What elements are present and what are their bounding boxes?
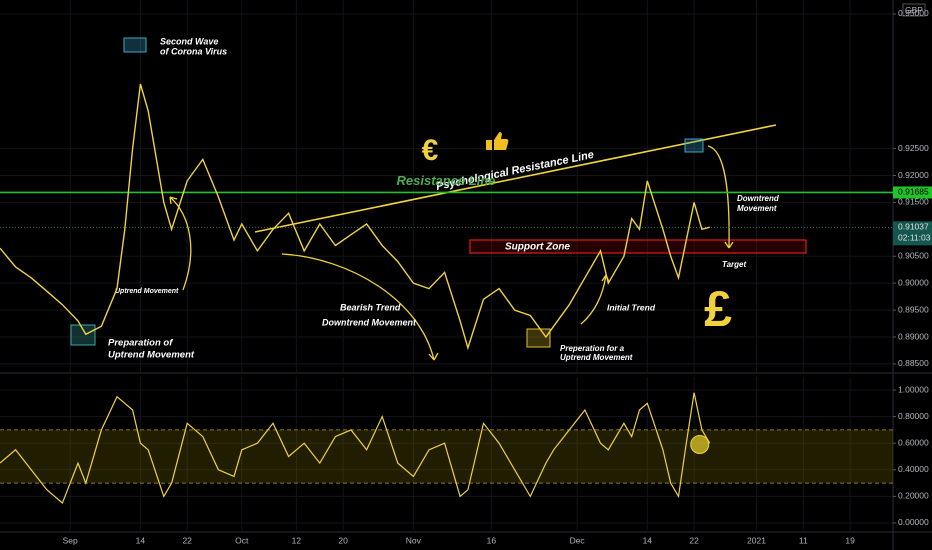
annotation: Initial Trend bbox=[607, 302, 656, 312]
x-tick-label: Dec bbox=[570, 535, 586, 545]
annotation: Preperation for a bbox=[560, 344, 625, 353]
y-tick-label: 1.00000 bbox=[898, 384, 929, 394]
annotation: of Corona Virus bbox=[160, 46, 227, 56]
target-arrow bbox=[707, 145, 734, 249]
resistance-price: 0.91685 bbox=[898, 187, 929, 197]
y-tick-label: 0.60000 bbox=[898, 437, 929, 447]
y-tick-label: 0.00000 bbox=[898, 517, 929, 527]
euro-sign: € bbox=[422, 134, 439, 167]
uptrend-arrow bbox=[169, 196, 192, 291]
y-tick-label: 0.90000 bbox=[898, 277, 929, 287]
y-tick-label: 0.92500 bbox=[898, 143, 929, 153]
x-tick-label: 11 bbox=[799, 535, 808, 545]
y-tick-label: 0.89500 bbox=[898, 304, 929, 314]
annotation: Downtrend Movement bbox=[322, 317, 417, 327]
y-tick-label: 0.95000 bbox=[898, 8, 929, 18]
thumbs-up-icon bbox=[486, 132, 509, 150]
annotation: Second Wave bbox=[160, 36, 218, 46]
annotation: Bearish Trend bbox=[340, 302, 401, 312]
trend-line bbox=[254, 124, 777, 233]
y-tick-label: 0.92000 bbox=[898, 170, 929, 180]
y-tick-label: 0.20000 bbox=[898, 491, 929, 501]
x-tick-label: 14 bbox=[136, 535, 146, 545]
annotation: Uptrend Movement bbox=[560, 353, 633, 362]
top-box bbox=[684, 138, 704, 153]
currency: GBP bbox=[905, 5, 923, 15]
y-tick-label: 0.88500 bbox=[898, 358, 929, 368]
grid bbox=[0, 0, 893, 530]
oscillator-line bbox=[0, 392, 711, 505]
x-tick-label: 14 bbox=[643, 535, 653, 545]
x-tick-label: 19 bbox=[845, 535, 855, 545]
x-tick-label: 2021 bbox=[747, 535, 766, 545]
y-tick-label: 0.40000 bbox=[898, 464, 929, 474]
resistance-label: Resistance Line bbox=[397, 173, 496, 188]
x-tick-label: Nov bbox=[406, 535, 422, 545]
x-tick-label: 12 bbox=[292, 535, 302, 545]
y-tick-label: 0.91500 bbox=[898, 197, 929, 207]
annotation: Uptrend Movement bbox=[115, 288, 179, 295]
x-tick-label: Sep bbox=[63, 535, 78, 545]
oscillator-marker bbox=[690, 435, 710, 455]
annotation: Target bbox=[722, 260, 746, 269]
price-line bbox=[0, 83, 710, 351]
support-zone-box bbox=[469, 239, 807, 254]
resistance-price-box bbox=[893, 186, 932, 199]
low-box-2 bbox=[526, 328, 551, 348]
y-tick-label: 0.89000 bbox=[898, 331, 929, 341]
x-tick-label: 16 bbox=[487, 535, 497, 545]
x-tick-label: 22 bbox=[689, 535, 699, 545]
annotation: Downtrend bbox=[737, 194, 780, 203]
oscillator-band bbox=[0, 429, 893, 484]
annotation: Support Zone bbox=[505, 242, 570, 253]
last-price: 0.91037 bbox=[898, 222, 929, 232]
countdown: 02:11:03 bbox=[898, 233, 931, 243]
x-tick-label: Oct bbox=[235, 535, 249, 545]
y-tick-label: 0.90500 bbox=[898, 251, 929, 261]
peak-box bbox=[123, 37, 147, 53]
low-box bbox=[70, 324, 96, 346]
last-price-box bbox=[893, 221, 932, 246]
x-tick-label: 22 bbox=[182, 535, 192, 545]
annotation: Preparation of bbox=[108, 338, 173, 349]
annotation: Uptrend Movement bbox=[108, 350, 195, 361]
x-tick-label: 20 bbox=[338, 535, 348, 545]
y-tick-label: 0.80000 bbox=[898, 411, 929, 421]
annotation: Movement bbox=[737, 204, 777, 213]
downtrend-arrow bbox=[281, 253, 439, 361]
currency-box bbox=[902, 3, 926, 17]
pound-sign: £ bbox=[704, 281, 732, 337]
